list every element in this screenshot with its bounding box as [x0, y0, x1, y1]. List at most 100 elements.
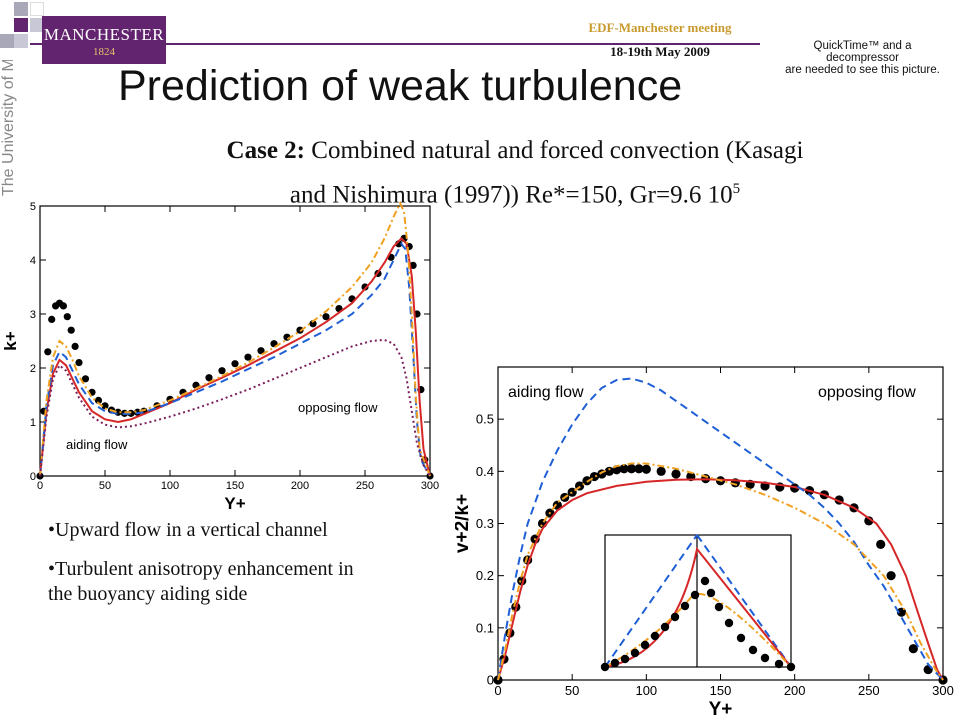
inset-data-point: [760, 653, 770, 663]
data-point: [886, 571, 896, 581]
data-point: [656, 466, 666, 476]
case-label: Case 2:: [226, 137, 306, 164]
inset-data-point: [690, 590, 700, 600]
bullet-text: Turbulent anisotropy enhancement in the …: [48, 558, 354, 605]
data-point: [634, 464, 644, 474]
data-point: [552, 500, 562, 510]
deco-square: [30, 2, 44, 16]
university-side-logo: The University of Manchester: [0, 60, 17, 196]
manchester-logo: MANCHESTER 1824: [42, 16, 166, 64]
x-tick-label: 0: [37, 480, 43, 492]
meeting-date: 18-19th May 2009: [610, 44, 710, 59]
x-axis-label: Y+: [709, 699, 733, 720]
x-tick-label: 200: [291, 480, 309, 492]
y-tick-label: 0: [30, 471, 36, 483]
y-axis-label: k+: [1, 331, 20, 350]
logo-year: 1824: [93, 46, 115, 58]
data-point: [604, 466, 614, 476]
y-tick-label: 0.4: [476, 464, 494, 479]
y-tick-label: 5: [30, 201, 36, 213]
data-point: [63, 313, 71, 321]
chart-annotation: opposing flow: [298, 400, 378, 415]
y-tick-label: 0.3: [476, 516, 494, 531]
inset-data-point: [706, 588, 716, 598]
data-point: [322, 313, 330, 321]
chart-k-plus-plot: 0 50 100 150 200 250 300 0 1 2 3 4 5 Y+ k+ opposing flo…: [1, 201, 439, 513]
y-tick-label: 0.1: [476, 620, 494, 635]
inset-data-point: [680, 601, 690, 611]
inset-zoom: [600, 534, 796, 672]
deco-square: [14, 2, 28, 16]
deco-square: [0, 34, 14, 48]
university-text: The University of Manchester: [0, 60, 17, 196]
y-tick-label: 3: [30, 309, 36, 321]
x-tick-label: 250: [356, 480, 374, 492]
quicktime-placeholder: QuickTime™ and a decompressor are needed…: [770, 40, 955, 76]
x-tick-label: 0: [494, 683, 501, 698]
data-point: [361, 283, 369, 291]
inset-data-point: [610, 658, 620, 668]
inset-data-point: [600, 662, 610, 672]
data-point: [205, 374, 213, 382]
series-line: [39, 241, 431, 477]
bullet-item: •Turbulent anisotropy enhancement in the…: [48, 558, 354, 605]
chart-k-plus: 0 50 100 150 200 250 300 0 1 2 3 4 5 Y+ k+ opposing flo…: [1, 201, 439, 513]
data-point: [81, 375, 90, 383]
data-point: [71, 342, 79, 350]
x-tick-label: 150: [226, 480, 244, 492]
inset-data-point: [724, 618, 734, 628]
inset-data-point: [660, 622, 670, 632]
data-point: [876, 539, 886, 549]
series-line: [497, 478, 944, 681]
x-tick-label: 50: [99, 480, 111, 492]
inset-data-point: [650, 631, 660, 641]
data-point: [101, 402, 109, 410]
data-point: [75, 359, 83, 367]
chart-v2-over-k-plot: 0 50 100 150 200 250 300 0 0.1 0.2 0.3 0.4 0.5 Y+ v+2/…: [455, 366, 954, 720]
data-point: [619, 464, 629, 474]
series-line: [497, 462, 944, 681]
quicktime-line: decompressor: [826, 52, 899, 64]
quicktime-line: QuickTime™ and a: [813, 40, 912, 52]
slide-title: Prediction of weak turbulence: [118, 62, 683, 110]
x-tick-label: 150: [710, 683, 732, 698]
inset-line: [604, 592, 792, 668]
inset-data-point: [670, 612, 680, 622]
data-point: [309, 320, 317, 328]
inset-line: [604, 534, 698, 668]
x-tick-label: 300: [932, 683, 954, 698]
data-point: [48, 315, 56, 323]
chart-annotation: aiding flow: [66, 437, 128, 452]
x-tick-label: 100: [635, 683, 657, 698]
case-description: Case 2: Combined natural and forced conv…: [120, 132, 910, 214]
y-tick-label: 0: [487, 673, 494, 688]
x-tick-label: 50: [565, 683, 579, 698]
x-tick-label: 200: [784, 683, 806, 698]
deco-square: [30, 18, 44, 32]
data-point: [67, 326, 75, 334]
quicktime-line: are needed to see this picture.: [785, 64, 940, 76]
data-point: [94, 396, 103, 404]
data-point: [218, 367, 226, 375]
bullet-item: •Upward flow in a vertical channel: [48, 519, 328, 541]
data-point: [864, 516, 874, 526]
case-exponent: 5: [732, 181, 741, 197]
inset-data-point: [748, 645, 758, 655]
data-point: [641, 464, 651, 474]
header-rule: [30, 43, 760, 45]
x-axis-label: Y+: [224, 494, 245, 513]
x-tick-label: 300: [421, 480, 439, 492]
data-point: [257, 347, 265, 355]
inset-data-point: [736, 633, 746, 643]
data-point: [59, 302, 67, 310]
case-text-line2: and Nishimura (1997)) Re*=150, Gr=9.6 10: [289, 181, 733, 209]
meeting-name: EDF-Manchester meeting: [588, 20, 732, 35]
inset-data-point: [774, 659, 784, 669]
y-tick-label: 2: [30, 363, 36, 375]
inset-line: [696, 534, 792, 668]
data-point: [244, 353, 252, 361]
chart-annotation: opposing flow: [818, 384, 916, 401]
y-axis-label: v+2/k+: [455, 494, 473, 553]
data-point: [908, 644, 918, 654]
data-point: [231, 360, 239, 368]
